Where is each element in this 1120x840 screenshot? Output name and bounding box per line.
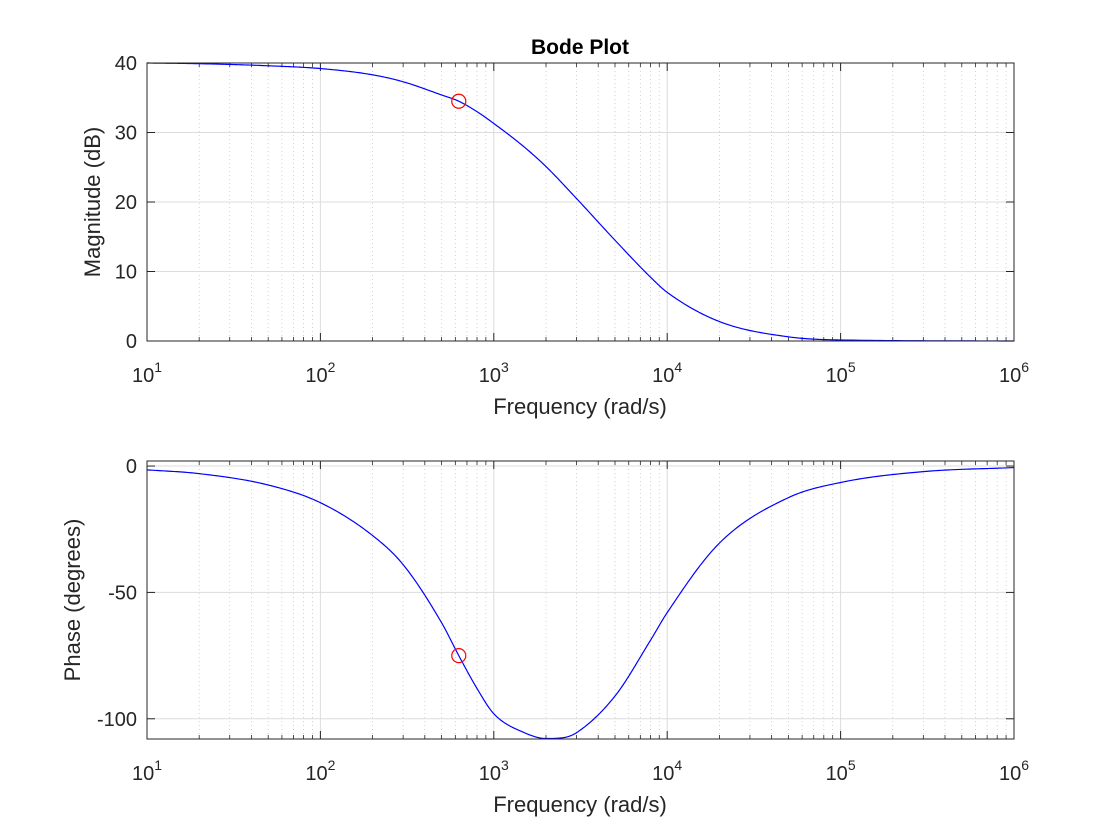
x-tick-label: 106 — [999, 359, 1029, 387]
y-tick-label: -50 — [108, 582, 137, 604]
magnitude-y-tick-labels: 0 10 20 30 40 — [115, 53, 137, 353]
phase-ticks — [146, 461, 1014, 739]
x-tick-label: 106 — [999, 757, 1029, 785]
y-tick-label: 10 — [115, 262, 137, 284]
y-tick-label: 20 — [115, 192, 137, 214]
operating-point-marker — [451, 93, 467, 109]
phase-x-tick-labels: 101 102 103 104 105 106 — [132, 757, 1029, 785]
phase-axes-box — [146, 460, 1015, 740]
magnitude-x-axis-label: Frequency (rad/s) — [493, 394, 667, 419]
x-tick-label: 105 — [826, 359, 856, 387]
phase-markers — [451, 647, 467, 664]
magnitude-markers — [451, 93, 467, 109]
x-tick-label: 103 — [479, 359, 509, 387]
phase-x-axis-label: Frequency (rad/s) — [493, 792, 667, 817]
x-tick-label: 104 — [652, 757, 682, 785]
x-tick-label: 101 — [132, 359, 162, 387]
operating-point-marker — [451, 647, 467, 664]
magnitude-series-line — [146, 62, 1015, 342]
x-tick-label: 104 — [652, 359, 682, 387]
x-tick-label: 105 — [826, 757, 856, 785]
magnitude-axes: 101 102 103 104 105 106 0 10 20 30 40 Bode Plot F… — [80, 36, 1029, 419]
phase-y-tick-labels: 0 -50 -100 — [97, 456, 137, 731]
magnitude-axes-box — [146, 62, 1015, 342]
x-tick-label: 102 — [305, 359, 335, 387]
y-tick-label: -100 — [97, 709, 137, 731]
magnitude-y-axis-label: Magnitude (dB) — [80, 127, 105, 277]
chart-title: Bode Plot — [531, 36, 629, 59]
y-tick-label: 0 — [126, 456, 137, 478]
phase-axes: 101 102 103 104 105 106 0 -50 -100 Frequency (r… — [60, 456, 1029, 817]
y-tick-label: 40 — [115, 53, 137, 75]
x-tick-label: 103 — [479, 757, 509, 785]
x-tick-label: 101 — [132, 757, 162, 785]
phase-plot-area — [147, 461, 1014, 739]
y-tick-label: 30 — [115, 123, 137, 145]
magnitude-x-tick-labels: 101 102 103 104 105 106 — [132, 359, 1029, 387]
y-tick-label: 0 — [126, 331, 137, 353]
x-tick-label: 102 — [305, 757, 335, 785]
phase-y-axis-label: Phase (degrees) — [60, 519, 85, 682]
phase-series-line — [146, 466, 1015, 740]
